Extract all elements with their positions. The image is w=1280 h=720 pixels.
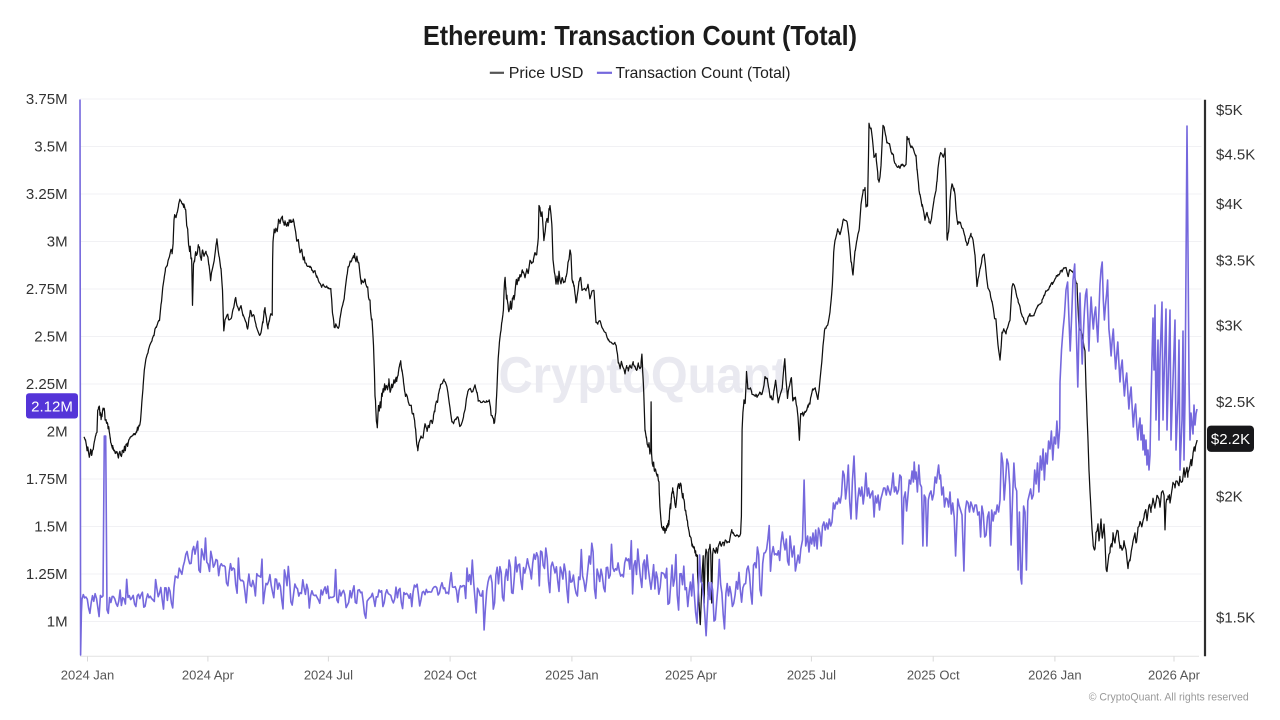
svg-text:3M: 3M xyxy=(47,234,68,251)
svg-text:© CryptoQuant. All rights rese: © CryptoQuant. All rights reserved xyxy=(1089,692,1249,704)
svg-text:1.75M: 1.75M xyxy=(26,471,68,488)
svg-text:3.25M: 3.25M xyxy=(26,186,68,203)
svg-text:$4.5K: $4.5K xyxy=(1216,147,1255,164)
svg-text:3.5M: 3.5M xyxy=(34,139,67,156)
svg-text:2M: 2M xyxy=(47,424,68,441)
svg-text:2024 Apr: 2024 Apr xyxy=(182,668,235,683)
svg-text:1M: 1M xyxy=(47,614,68,631)
svg-text:$4K: $4K xyxy=(1216,196,1243,213)
svg-text:2024 Jan: 2024 Jan xyxy=(61,668,115,683)
svg-text:2026 Jan: 2026 Jan xyxy=(1028,668,1082,683)
svg-text:$2.2K: $2.2K xyxy=(1211,431,1250,448)
svg-text:$2K: $2K xyxy=(1216,488,1243,505)
svg-text:2026 Apr: 2026 Apr xyxy=(1148,668,1201,683)
svg-text:1.5M: 1.5M xyxy=(34,519,67,536)
svg-text:Transaction Count (Total): Transaction Count (Total) xyxy=(616,65,791,82)
svg-text:2025 Apr: 2025 Apr xyxy=(665,668,718,683)
svg-text:Price USD: Price USD xyxy=(509,65,584,82)
svg-text:2.75M: 2.75M xyxy=(26,281,68,298)
svg-text:2.5M: 2.5M xyxy=(34,329,67,346)
svg-text:2.12M: 2.12M xyxy=(31,398,73,415)
svg-text:1.25M: 1.25M xyxy=(26,566,68,583)
svg-text:$5K: $5K xyxy=(1216,102,1243,119)
svg-text:2025 Jul: 2025 Jul xyxy=(787,668,836,683)
svg-text:2025 Jan: 2025 Jan xyxy=(545,668,599,683)
svg-text:3.75M: 3.75M xyxy=(26,91,68,108)
svg-text:$2.5K: $2.5K xyxy=(1216,394,1255,411)
svg-text:2025 Oct: 2025 Oct xyxy=(907,668,960,683)
svg-text:$3.5K: $3.5K xyxy=(1216,253,1255,270)
svg-text:Ethereum: Transaction Count (T: Ethereum: Transaction Count (Total) xyxy=(423,20,857,51)
svg-text:2024 Jul: 2024 Jul xyxy=(304,668,353,683)
svg-text:$1.5K: $1.5K xyxy=(1216,609,1255,626)
svg-text:2024 Oct: 2024 Oct xyxy=(424,668,477,683)
svg-text:$3K: $3K xyxy=(1216,317,1243,334)
svg-text:2.25M: 2.25M xyxy=(26,376,68,393)
